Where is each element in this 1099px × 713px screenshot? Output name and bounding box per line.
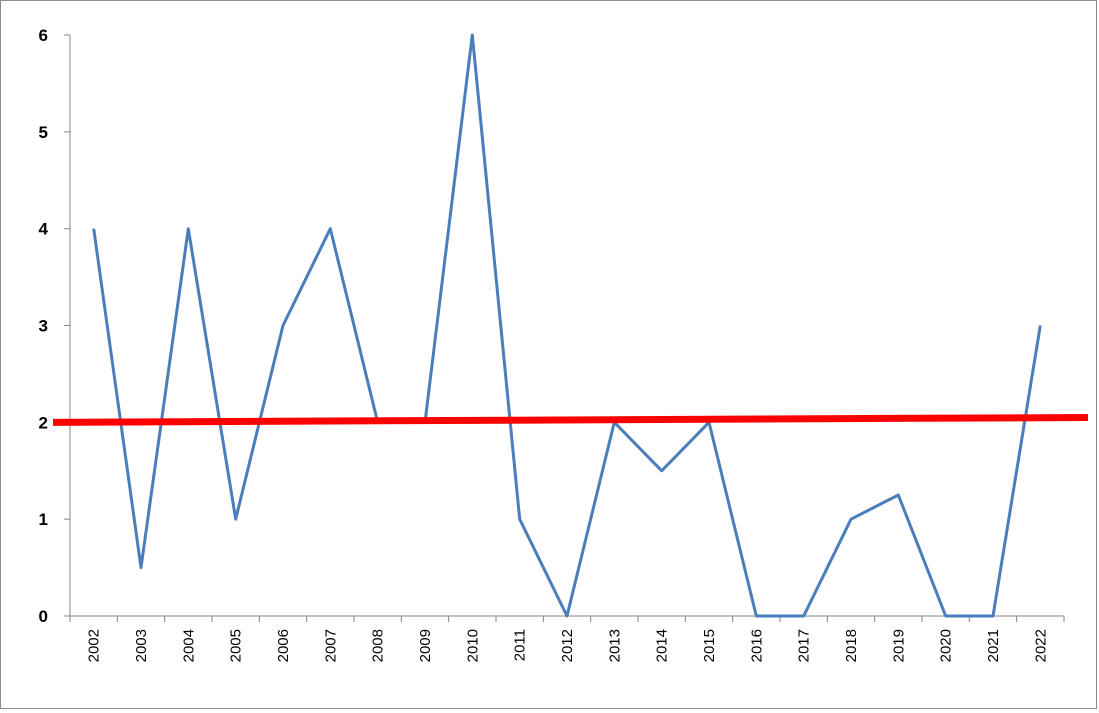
y-tick-label: 6 — [39, 26, 48, 45]
trendline — [52, 413, 1089, 426]
x-tick-label: 2003 — [133, 629, 150, 662]
x-tick-label: 2011 — [512, 629, 529, 661]
x-tick-label: 2022 — [1032, 629, 1049, 662]
y-tick-label: 5 — [39, 123, 48, 142]
x-tick-label: 2006 — [275, 629, 292, 662]
trendline-layer — [52, 413, 1089, 426]
x-tick-label: 2019 — [890, 629, 907, 662]
series-line — [92, 33, 1042, 618]
x-tick-label: 2017 — [796, 629, 813, 662]
x-tick-label: 2002 — [86, 629, 103, 662]
x-tick-label: 2009 — [417, 629, 434, 662]
x-tick-label: 2014 — [654, 629, 671, 662]
y-tick-label: 0 — [39, 607, 48, 626]
x-tick-label: 2018 — [843, 629, 860, 662]
y-tick-label: 2 — [39, 413, 48, 432]
y-tick-label: 1 — [39, 510, 48, 529]
x-tick-label: 2016 — [748, 629, 765, 662]
x-tick-label: 2007 — [322, 629, 339, 662]
x-tick-label: 2004 — [180, 629, 197, 662]
x-tick-label: 2012 — [559, 629, 576, 662]
x-tick-label: 2005 — [228, 629, 245, 662]
x-tick-label: 2021 — [985, 629, 1002, 662]
x-tick-label: 2008 — [370, 629, 387, 662]
x-tick-label: 2015 — [701, 629, 718, 662]
x-tick-label: 2010 — [464, 629, 481, 662]
y-tick-label: 4 — [39, 220, 49, 239]
x-tick-label: 2020 — [938, 629, 955, 662]
series-layer — [92, 33, 1042, 618]
y-tick-label: 3 — [39, 317, 48, 336]
tick-labels: 0 1 2 3 4 5 6 2002 2003 2004 2005 2006 2007 2008 2009 2… — [39, 26, 1050, 662]
x-tick-label: 2013 — [606, 629, 623, 662]
axes — [64, 34, 1065, 622]
